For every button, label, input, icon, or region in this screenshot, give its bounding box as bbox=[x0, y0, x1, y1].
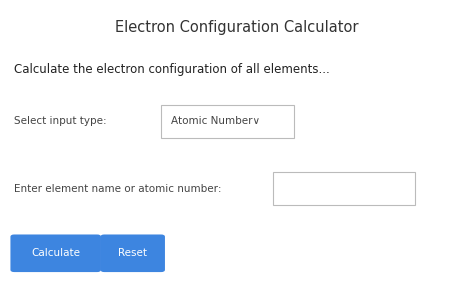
FancyBboxPatch shape bbox=[100, 234, 165, 272]
Text: Reset: Reset bbox=[118, 248, 147, 258]
FancyBboxPatch shape bbox=[10, 234, 101, 272]
Text: Electron Configuration Calculator: Electron Configuration Calculator bbox=[115, 20, 359, 35]
Text: Calculate: Calculate bbox=[31, 248, 80, 258]
Text: Atomic Number∨: Atomic Number∨ bbox=[171, 116, 260, 126]
Text: Calculate the electron configuration of all elements...: Calculate the electron configuration of … bbox=[14, 63, 330, 76]
FancyBboxPatch shape bbox=[161, 105, 294, 138]
Text: Select input type:: Select input type: bbox=[14, 116, 107, 126]
FancyBboxPatch shape bbox=[273, 172, 415, 205]
Text: Enter element name or atomic number:: Enter element name or atomic number: bbox=[14, 184, 222, 194]
